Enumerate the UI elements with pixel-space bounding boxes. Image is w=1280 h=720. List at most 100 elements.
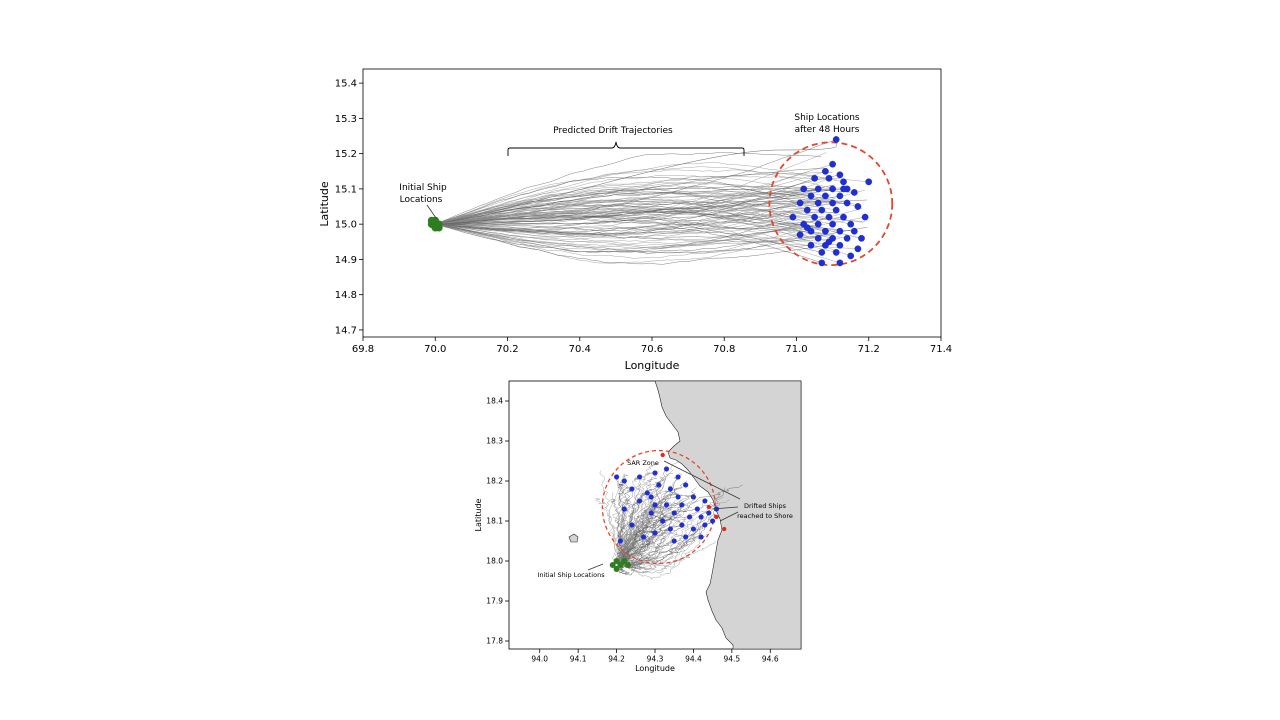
bottom-final-point [671,538,677,544]
top-trajectory-line [435,200,863,225]
top-trajectory-line [435,223,808,259]
top-trajectory-line [435,169,869,225]
top-x-axis-label: Longitude [625,359,680,372]
bottom-final-point [667,526,673,532]
top-final-point [811,213,818,221]
top-final-point [803,224,811,232]
bottom-annotation-zone: SAR Zone [627,459,659,467]
top-x-ticks: 69.8 70.0 70.2 70.4 70.6 70.8 71.0 71.2 71.4 [352,337,952,355]
top-annotation-initial-line1: Initial Ship [399,183,447,193]
bottom-shore-point [706,504,711,510]
top-x-tick-label: 69.8 [352,344,374,355]
bottom-trajectory-line [616,480,626,565]
top-final-point [840,185,847,193]
top-trajectory-line [435,196,811,225]
top-final-point [829,220,836,228]
top-y-tick-label: 14.9 [335,255,357,266]
top-final-point [832,136,840,143]
bottom-trajectory-line [619,520,713,567]
bottom-final-point [706,510,712,516]
top-y-tick-label: 14.7 [335,325,357,336]
top-x-tick-label: 70.2 [496,344,518,355]
bottom-final-point [683,534,689,540]
top-trajectory-line [435,210,811,231]
bottom-final-point [652,530,658,536]
top-trajectory-line [435,192,806,225]
bottom-trajectory-line [619,532,702,565]
bottom-trajectory-line [619,536,647,576]
bottom-trajectory-line [618,463,658,565]
top-trajectory-line [435,210,824,236]
top-y-tick-label: 15.4 [335,79,357,90]
top-trajectory-line [435,182,861,225]
top-final-point [840,178,847,186]
bottom-final-point [690,494,696,500]
top-trajectory-line [435,223,834,248]
bottom-final-point [652,502,658,508]
top-final-point [836,259,844,267]
top-x-tick-label: 70.0 [424,344,446,355]
bottom-final-point [667,486,673,492]
bottom-y-tick-label: 18.0 [486,557,503,566]
bottom-annotation-initial: Initial Ship Locations [537,571,605,579]
top-final-point [818,206,826,214]
bottom-y-tick-label: 18.2 [486,477,503,486]
top-final-point [861,213,869,221]
bottom-trajectory-line [619,484,743,565]
bottom-marks [601,449,727,572]
bottom-x-tick-label: 94.5 [723,655,740,664]
top-final-point [822,192,829,200]
top-trajectory-line [435,223,801,264]
top-final-point [847,220,855,228]
bottom-shore-point [722,526,727,532]
top-trajectory-line [435,166,836,225]
top-final-point [818,249,826,256]
bottom-trajectory-line [619,516,713,565]
bottom-trajectory-line [617,476,642,565]
top-y-tick-label: 15.3 [335,114,357,125]
top-sar-zone-circle [768,141,894,267]
top-final-point [825,174,833,182]
bottom-final-point [614,474,620,480]
top-trajectory-line [435,207,830,233]
top-trajectory-line [435,223,807,254]
top-x-tick-label: 71.4 [930,344,952,355]
top-final-point [836,171,844,179]
bottom-final-point [640,534,647,540]
top-trajectory-line [435,218,828,235]
top-final-point [840,213,847,221]
bottom-final-point [698,534,704,540]
top-final-point [836,241,844,249]
top-trajectory-line [435,223,822,254]
bottom-final-point [675,474,681,480]
bottom-shore-pointer-1 [663,460,741,500]
top-final-point [825,213,833,221]
top-trajectory-line [435,190,808,225]
top-trajectory-line [435,202,848,225]
bottom-shore-pointer-2 [711,506,739,510]
top-y-ticks: 14.7 14.8 14.9 15.0 15.1 15.2 15.3 15.4 [335,79,363,336]
bottom-y-axis-label: Latitude [474,498,483,531]
top-y-tick-label: 15.2 [335,149,357,160]
bottom-final-point [702,522,708,528]
bottom-final-point [637,498,643,504]
top-annotation-initial-line2: Locations [400,195,443,205]
bottom-final-point [652,470,658,476]
top-trajectory-line [435,209,808,232]
top-trajectory-line [435,216,830,251]
bottom-final-point [663,502,670,508]
top-final-point [814,234,822,242]
bottom-final-point [698,514,704,520]
top-final-point [814,185,822,193]
top-annotation-final-line1: Ship Locations [794,113,860,123]
top-x-tick-label: 70.6 [641,344,663,355]
bottom-final-point [621,478,627,484]
bottom-initial-point [621,558,628,564]
top-final-point [829,160,836,168]
bottom-shore-point [714,514,719,520]
bottom-final-point [690,526,696,532]
top-trajectory-line [435,186,844,225]
top-final-point [829,185,836,193]
bottom-trajectory-line [619,508,698,565]
bottom-trajectory-line [619,499,652,565]
